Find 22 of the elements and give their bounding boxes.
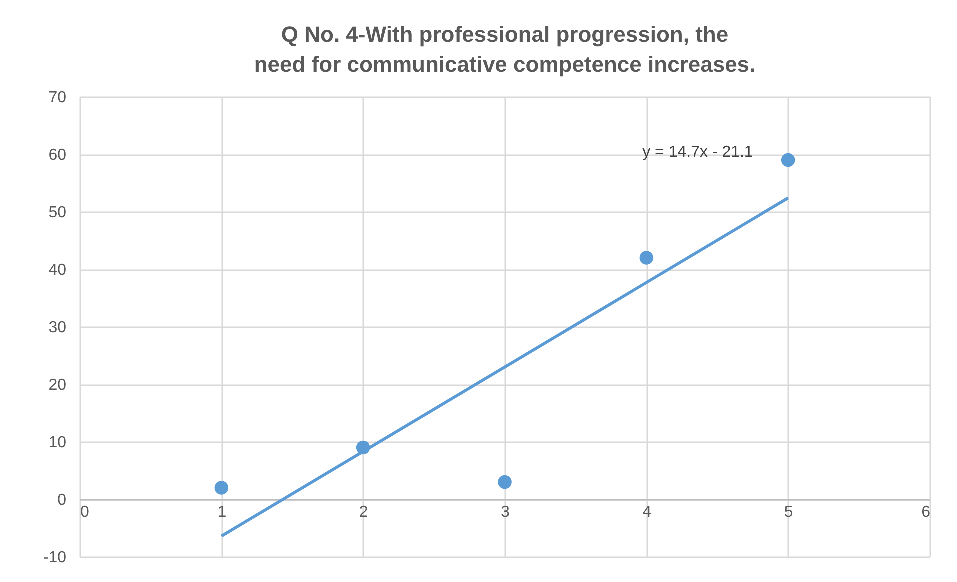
x-tick-label: 4 — [642, 504, 652, 521]
point — [498, 475, 512, 490]
y-tick-label: 20 — [48, 377, 67, 394]
y-tick-label: 50 — [48, 204, 67, 222]
y-tick-label: 70 — [48, 90, 67, 106]
annotation: y = 14.7x - 21.1 — [642, 144, 754, 162]
x-tick-label: 0 — [80, 504, 90, 521]
x-tick-label: 1 — [218, 504, 227, 521]
point — [640, 251, 654, 265]
y-tick-label: -10 — [43, 550, 67, 566]
x-tick-label: 3 — [501, 504, 510, 521]
x-tick-label: 5 — [784, 504, 794, 521]
point — [214, 481, 229, 495]
x-tick-label: 2 — [359, 504, 368, 521]
y-tick-label: 0 — [58, 492, 67, 509]
point — [781, 153, 796, 168]
y-tick-label: 30 — [48, 320, 67, 336]
y-tick-label: 60 — [48, 147, 67, 164]
y-tick-label: 10 — [48, 434, 67, 452]
y-tick-label: 40 — [48, 262, 67, 279]
x-tick-label: 6 — [922, 504, 931, 521]
chart-title: Q No. 4-With professional progression, the need for communicative competence increases. — [254, 22, 756, 77]
